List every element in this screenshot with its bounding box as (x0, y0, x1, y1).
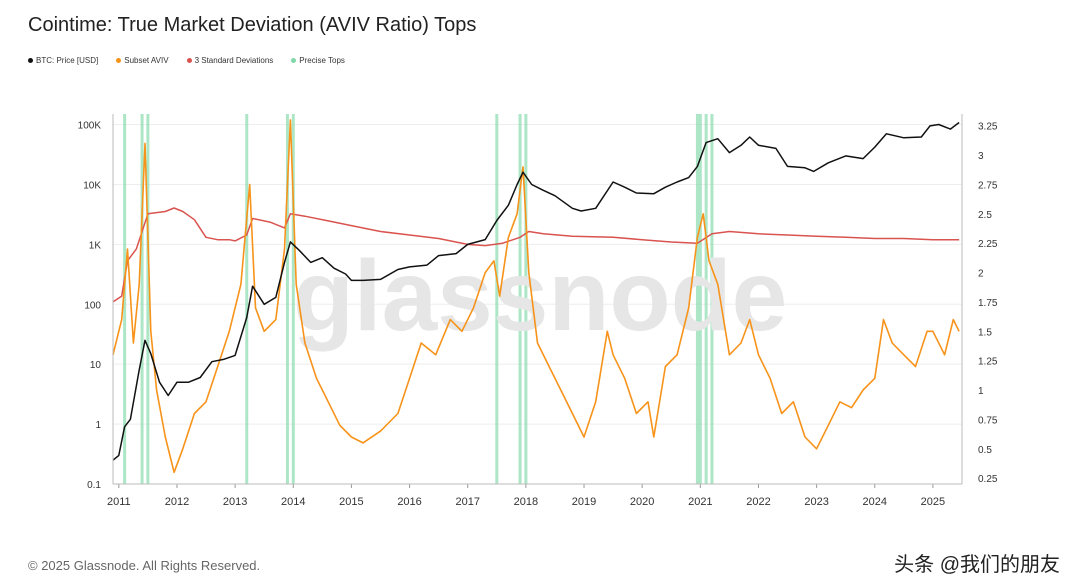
legend-label: Precise Tops (299, 56, 345, 65)
precise-top-band (710, 114, 714, 484)
x-tick-label: 2025 (921, 496, 945, 508)
y-right-tick-label: 1.75 (978, 298, 998, 309)
x-tick-label: 2016 (397, 496, 421, 508)
y-left-tick-label: 10 (90, 360, 102, 371)
y-left-tick-label: 1K (89, 240, 102, 251)
legend-label: 3 Standard Deviations (194, 56, 274, 65)
series-line-subset-aviv (112, 119, 960, 474)
precise-top-band (695, 114, 699, 484)
y-right-tick-label: 2.25 (978, 239, 998, 250)
x-tick-label: 2014 (281, 496, 305, 508)
precise-top-band (146, 114, 150, 484)
x-tick-label: 2015 (339, 496, 363, 508)
precise-tops-layer (123, 114, 714, 484)
y-right-tick-label: 2.75 (978, 180, 998, 191)
x-tick-label: 2023 (804, 496, 828, 508)
x-tick-label: 2024 (863, 496, 887, 508)
y-right-tick-label: 0.25 (978, 474, 998, 485)
legend-dot-icon (28, 58, 33, 63)
y-left-tick-label: 0.1 (87, 480, 101, 491)
precise-top-band (495, 114, 499, 484)
legend-dot-icon (291, 58, 297, 63)
x-tick-label: 2013 (223, 496, 247, 508)
legend-dot-icon (186, 58, 192, 63)
chart-title: Cointime: True Market Deviation (AVIV Ra… (28, 14, 477, 36)
y-right-tick-label: 2.5 (978, 210, 992, 221)
precise-top-band (698, 114, 702, 484)
x-tick-label: 2022 (746, 496, 770, 508)
legend-item-precise-tops[interactable]: Precise Tops (291, 56, 345, 65)
y-right-tick-label: 1.5 (978, 327, 992, 338)
x-tick-label: 2021 (688, 496, 712, 508)
precise-top-band (291, 114, 295, 484)
x-tick-label: 2018 (514, 496, 538, 508)
x-tick-label: 2017 (455, 496, 479, 508)
precise-top-band (140, 114, 144, 484)
y-right-tick-label: 2 (978, 269, 984, 280)
precise-top-band (704, 114, 708, 484)
legend-item-subset-aviv[interactable]: Subset AVIV (116, 56, 169, 65)
precise-top-band (123, 114, 127, 484)
x-tick-label: 2011 (107, 496, 131, 508)
y-right-tick-label: 1 (978, 386, 984, 397)
source-mark: 头条 @我们的朋友 (894, 554, 1060, 576)
series-line-btc-price-usd (112, 121, 960, 461)
y-right-tick-label: 3.25 (978, 122, 998, 133)
y-right-tick-label: 3 (978, 151, 984, 162)
precise-top-band (245, 114, 249, 484)
copyright-text: © 2025 Glassnode. All Rights Reserved. (28, 558, 261, 573)
y-left-tick-label: 10K (83, 180, 101, 191)
legend-dot-icon (116, 58, 122, 63)
y-left-tick-label: 100K (78, 121, 102, 132)
x-tick-label: 2019 (572, 496, 596, 508)
y-right-tick-label: 0.5 (978, 445, 992, 456)
chart-legend: BTC: Price [USD] Subset AVIV 3 Standard … (28, 56, 345, 65)
legend-item-btc-price[interactable]: BTC: Price [USD] (28, 56, 98, 65)
y-left-tick-label: 100 (84, 300, 101, 311)
legend-label: Subset AVIV (124, 56, 169, 65)
precise-top-band (524, 114, 528, 484)
watermark: glassnode (293, 240, 788, 352)
precise-top-band (285, 114, 289, 484)
series-layer (112, 119, 960, 474)
y-right-tick-label: 0.75 (978, 415, 998, 426)
legend-label: BTC: Price [USD] (36, 56, 99, 65)
axes-layer: 100K 10K 1K 100 10 1 0.1 3.25 3 2.75 2.5 2.25 2 1.75 1… (78, 114, 998, 508)
y-left-tick-label: 1 (95, 420, 101, 431)
y-right-tick-label: 1.25 (978, 357, 998, 368)
precise-top-band (518, 114, 522, 484)
series-line-3-standard-deviations (112, 207, 960, 303)
x-tick-label: 2012 (165, 496, 189, 508)
x-tick-label: 2020 (630, 496, 654, 508)
legend-item-3-std-dev[interactable]: 3 Standard Deviations (186, 56, 274, 65)
